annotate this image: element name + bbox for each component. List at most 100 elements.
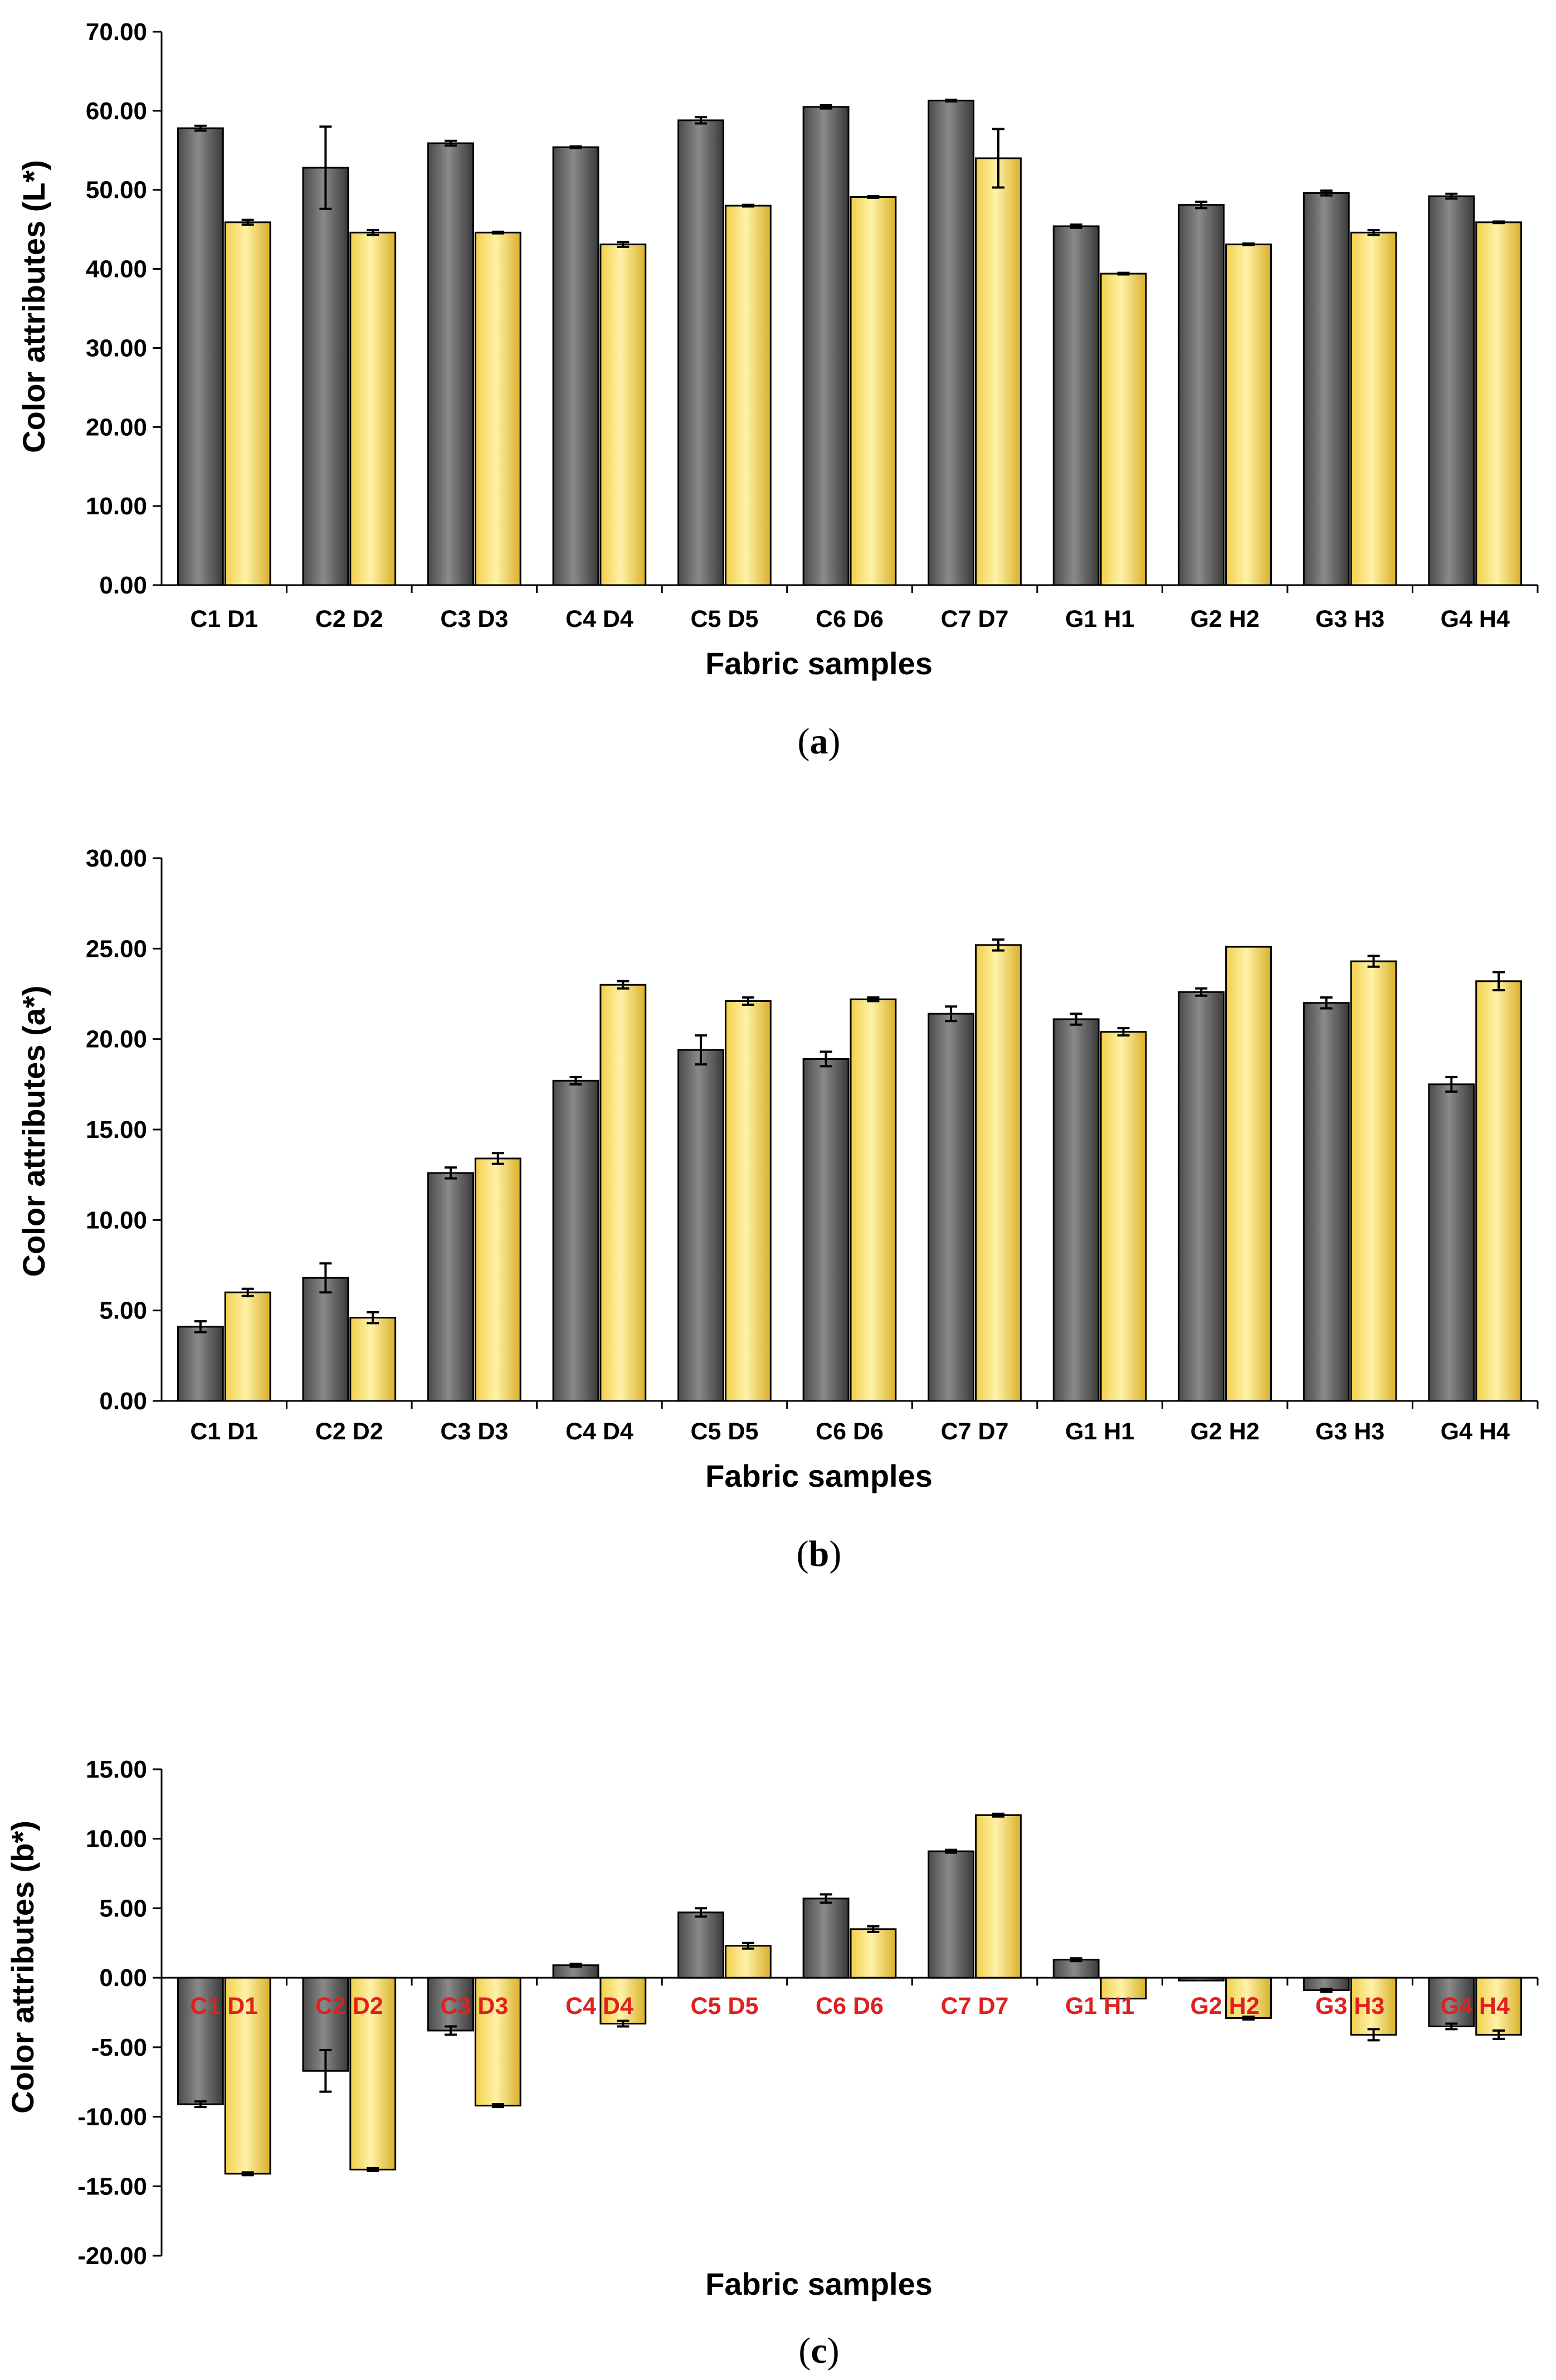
panel-a-xtick-label: C5 D5 [691,606,759,632]
panel-c-xtick-label: G1 H1 [1065,1993,1134,2019]
panel-b-bar-gray [552,1079,599,1402]
panel-a-bar-yellow [724,205,772,586]
panel-c-bar-yellow [1100,1977,1147,2000]
panel-b-ytick-label: 5.00 [99,1297,147,1325]
panel-c-bar-yellow [724,1945,772,1979]
panel-c-ytick-label: 5.00 [99,1895,147,1922]
panel-b-xtick-label: C2 D2 [315,1418,383,1445]
panel-b-bar-yellow [724,1000,772,1402]
panel-a-xtick-label: G4 H4 [1441,606,1510,632]
panel-b-ytick-label: 15.00 [86,1116,147,1143]
panel-b-xtick-label: C6 D6 [816,1418,884,1445]
panel-c-bar-gray [677,1911,724,1979]
panel-c-xtick-label: G4 H4 [1441,1993,1510,2019]
panel-a-xtick-label: C6 D6 [816,606,884,632]
panel-c-bar-gray [177,1977,224,2105]
panel-c-ytick-label: 10.00 [86,1826,147,1853]
panel-b-xtick-label: C7 D7 [941,1418,1009,1445]
panel-c-ytick-label: 15.00 [86,1756,147,1783]
panel-c-bar-yellow [1225,1977,1272,2019]
panel-b-bar-yellow [1475,980,1523,1402]
panel-c-bar-gray [802,1897,850,1979]
panel-c-xtick-label: G3 H3 [1315,1993,1384,2019]
panel-b-xtick-label: G4 H4 [1441,1418,1510,1445]
panel-a-bar-yellow [1225,244,1272,586]
panel-b-xtick-label: C5 D5 [691,1418,759,1445]
panel-b-xlabel: Fabric samples [705,1458,933,1493]
panel-b-xtick-label: C1 D1 [190,1418,258,1445]
panel-a-ytick-label: 70.00 [86,18,147,46]
panel-b-xtick-label: C4 D4 [565,1418,633,1445]
panel-a-bar-gray [677,119,724,586]
panel-b-bar-gray [1303,1002,1350,1402]
panel-c-xtick-label: C6 D6 [816,1993,884,2019]
panel-c-bar-yellow [1475,1977,1523,2036]
panel-a-bar-gray [302,167,349,586]
panel-a-bar-gray [1303,192,1350,586]
panel-b: Color attributes (a*) Fabric samples (b)… [16,845,1539,1574]
panel-a-bar-yellow [224,221,271,586]
panel-a-xlabel: Fabric samples [705,646,933,681]
panel-b-bar-yellow [850,998,897,1402]
panel-a-bar-gray [1052,225,1100,586]
panel-c-bar-gray [1428,1977,1475,2027]
panel-b-bar-gray [1178,991,1225,1402]
panel-c-xtick-label: C4 D4 [565,1993,633,2019]
panel-b-xtick-label: C3 D3 [440,1418,508,1445]
panel-c-ytick-label: -5.00 [91,2034,147,2061]
panel-a-ytick-label: 10.00 [86,493,147,520]
panel-b-bar-yellow [224,1291,271,1402]
panel-a-bar-gray [427,142,474,586]
panel-b-ytick-label: 10.00 [86,1206,147,1234]
panel-c-ytick-label: -20.00 [77,2242,147,2270]
panel-b-bar-yellow [349,1317,397,1402]
panel-a: Color attributes (L*) Fabric samples (a)… [16,18,1539,762]
panel-b-bar-yellow [1225,946,1272,1402]
panel-b-bar-gray [802,1058,850,1402]
panel-a-bar-gray [1428,195,1475,586]
panel-b-bar-gray [177,1326,224,1402]
panel-b-bar-yellow [599,984,647,1402]
panel-a-ytick-label: 30.00 [86,334,147,362]
panel-a-xtick-label: C7 D7 [941,606,1009,632]
panel-a-xtick-label: C4 D4 [565,606,633,632]
panel-b-bar-gray [677,1049,724,1402]
panel-a-ytick-label: 50.00 [86,177,147,204]
panel-a-xtick-label: C3 D3 [440,606,508,632]
panel-b-bar-gray [302,1277,349,1402]
panel-c: Color attributes (b*) Fabric samples (c)… [5,1756,1539,2371]
panel-b-bar-gray [928,1013,975,1402]
panel-a-xtick-label: C1 D1 [190,606,258,632]
panel-a-bar-gray [802,106,850,586]
panel-c-xtick-label: C3 D3 [440,1993,508,2019]
panel-b-caption: (b) [797,1534,842,1574]
panel-b-ytick-label: 25.00 [86,935,147,962]
panel-b-xtick-label: G2 H2 [1190,1418,1259,1445]
panel-b-ylabel: Color attributes (a*) [16,986,51,1277]
panel-c-bar-gray [1052,1959,1100,1979]
panel-c-ytick-label: -15.00 [77,2173,147,2200]
panel-a-ytick-label: 40.00 [86,256,147,283]
panel-c-xtick-label: C2 D2 [315,1993,383,2019]
panel-a-ytick-label: 20.00 [86,413,147,441]
panel-c-bar-gray [1178,1977,1225,1982]
panel-b-bar-gray [427,1172,474,1402]
panel-a-bar-yellow [349,231,397,586]
panel-a-bar-yellow [474,231,521,586]
panel-a-bar-gray [1178,204,1225,586]
panel-a-bar-yellow [1350,231,1397,586]
panel-c-xtick-label: C7 D7 [941,1993,1009,2019]
panel-c-bar-gray [928,1850,975,1979]
panel-a-ytick-label: 0.00 [99,572,147,599]
panel-c-bar-yellow [474,1977,521,2107]
panel-c-bar-yellow [349,1977,397,2170]
panel-c-bar-yellow [224,1977,271,2175]
panel-a-xtick-label: G1 H1 [1065,606,1134,632]
panel-b-ytick-label: 20.00 [86,1026,147,1053]
panel-c-xtick-label: C1 D1 [190,1993,258,2019]
panel-a-xtick-label: G2 H2 [1190,606,1259,632]
panel-a-bar-yellow [975,157,1022,586]
panel-b-xtick-label: G3 H3 [1315,1418,1384,1445]
panel-c-xlabel: Fabric samples [705,2266,933,2301]
